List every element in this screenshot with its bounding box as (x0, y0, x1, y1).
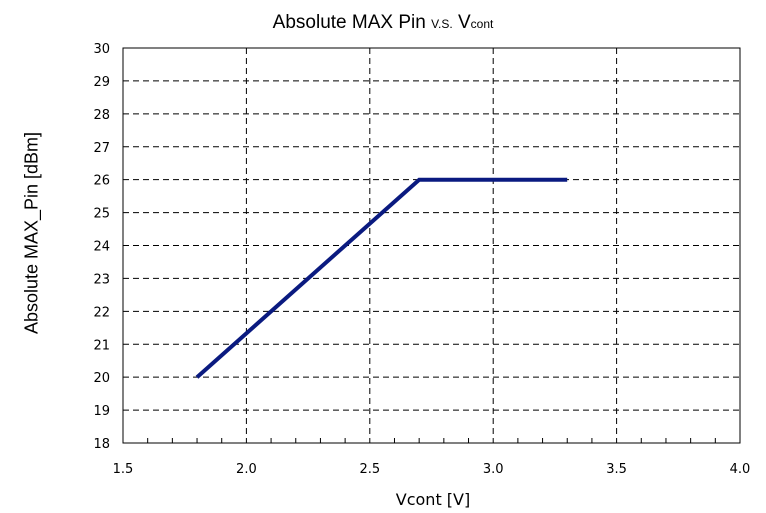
y-tick-label: 26 (93, 174, 110, 189)
x-axis-label: Vcont [V] (395, 490, 471, 509)
x-tick-label: 4.0 (730, 462, 751, 477)
minor-ticks (147, 438, 716, 443)
x-tick-label: 2.5 (359, 462, 380, 477)
y-tick-label: 27 (93, 141, 110, 156)
y-tick-label: 22 (93, 305, 110, 320)
y-tick-labels: 18 19 20 21 22 23 24 25 26 27 28 29 30 (93, 42, 110, 452)
series-line (195, 177, 568, 379)
y-tick-label: 23 (93, 272, 110, 287)
grid (123, 48, 740, 443)
y-tick-label: 24 (93, 240, 110, 255)
y-tick-label: 19 (93, 404, 110, 419)
plot-frame (122, 47, 741, 444)
y-tick-label: 20 (93, 371, 110, 386)
chart-title-vs: V.S. (431, 17, 453, 31)
chart-title-v: V (457, 12, 471, 33)
chart-title: Absolute MAX Pin V.S. Vcont (0, 12, 766, 34)
x-tick-label: 3.0 (483, 462, 504, 477)
y-tick-label: 28 (93, 108, 110, 123)
y-tick-label: 29 (93, 75, 110, 90)
y-tick-label: 25 (93, 207, 110, 222)
x-tick-label: 1.5 (113, 462, 134, 477)
x-tick-label: 2.0 (236, 462, 257, 477)
y-tick-label: 30 (93, 42, 110, 57)
y-tick-label: 18 (93, 437, 110, 452)
x-tick-label: 3.5 (606, 462, 627, 477)
series-layer (195, 177, 568, 379)
chart-title-subscript: cont (470, 17, 494, 31)
x-tick-labels: 1.5 2.0 2.5 3.0 3.5 4.0 (113, 462, 751, 477)
y-tick-label: 21 (93, 338, 110, 353)
chart-title-main: Absolute MAX Pin (272, 12, 426, 33)
